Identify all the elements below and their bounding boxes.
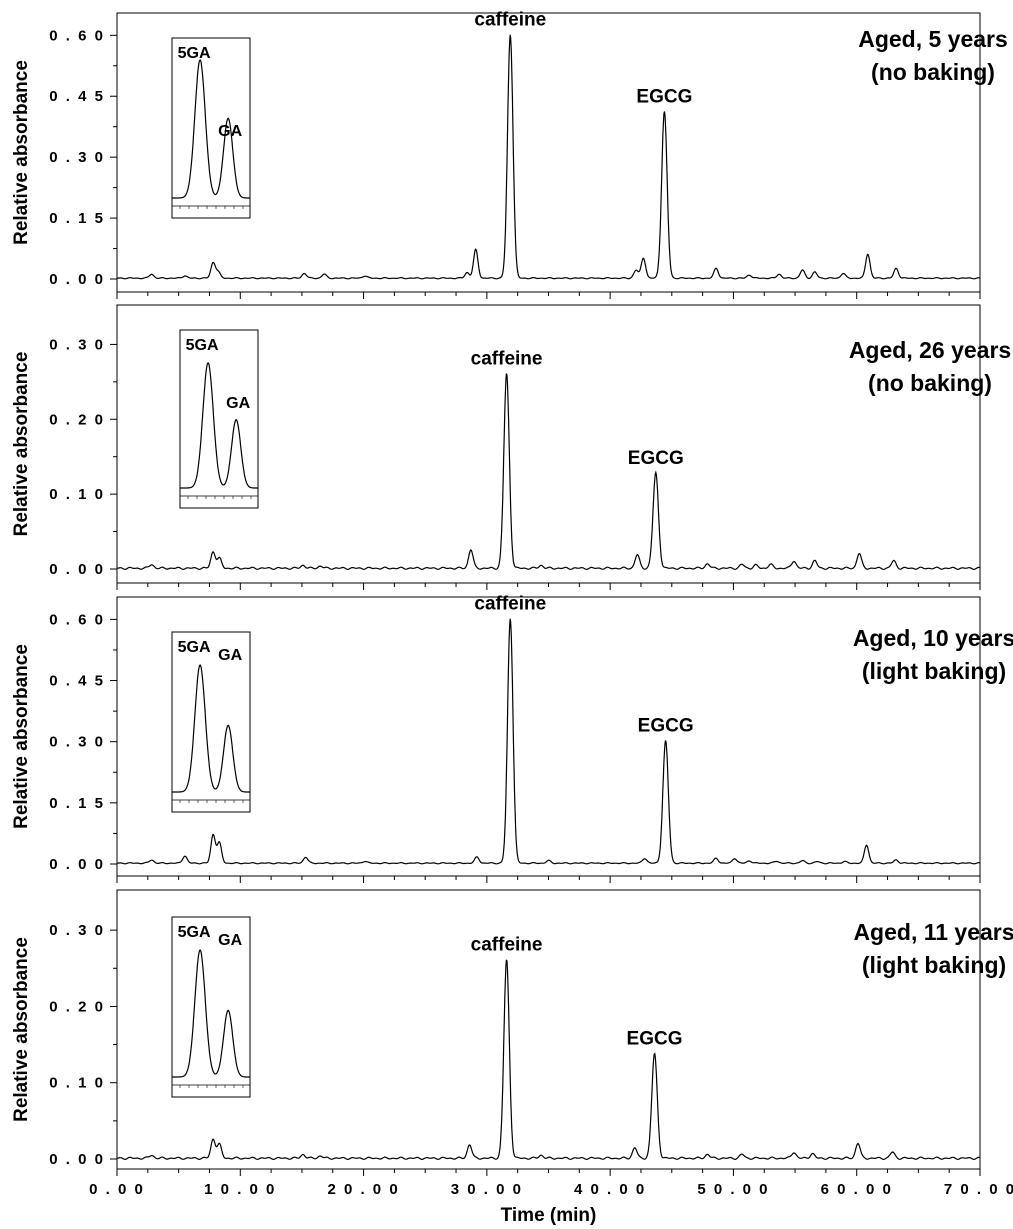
y-tick-label: 0 . 6 0 bbox=[49, 611, 105, 628]
panel-subtitle: (no baking) bbox=[871, 59, 995, 85]
x-axis-label: Time (min) bbox=[501, 1205, 597, 1226]
panel-title: Aged, 26 years bbox=[849, 337, 1011, 363]
y-axis-label: Relative absorbance bbox=[11, 352, 32, 537]
x-tick-label: 0 . 0 0 bbox=[89, 1181, 145, 1198]
y-tick-label: 0 . 1 0 bbox=[49, 1075, 105, 1092]
y-tick-label: 0 . 0 0 bbox=[49, 856, 105, 873]
peak-label-egcg: EGCG bbox=[628, 448, 684, 469]
peak-label-egcg: EGCG bbox=[627, 1028, 683, 1049]
y-tick-label: 0 . 1 5 bbox=[49, 795, 105, 812]
y-axis-label: Relative absorbance bbox=[11, 60, 32, 245]
y-axis-label: Relative absorbance bbox=[11, 937, 32, 1122]
inset-chart: 5GA GA bbox=[171, 631, 251, 813]
panel-subtitle: (light baking) bbox=[862, 952, 1006, 978]
y-tick-label: 0 . 1 5 bbox=[49, 210, 105, 227]
inset-chart: 5GA GA bbox=[179, 329, 259, 509]
y-tick-label: 0 . 0 0 bbox=[49, 271, 105, 288]
y-tick-label: 0 . 4 5 bbox=[49, 88, 105, 105]
y-tick-label: 0 . 0 0 bbox=[49, 1151, 105, 1168]
inset-label-5ga: 5GA bbox=[178, 924, 211, 941]
chart-panel-1: 0 . 0 0 0 . 1 5 0 . 3 0 0 . 4 5 0 . 6 0 Relat… bbox=[11, 9, 1008, 299]
inset-label-ga: GA bbox=[226, 395, 250, 412]
chromatogram-trace bbox=[116, 373, 981, 571]
chart-panel-3: 0 . 0 0 0 . 1 5 0 . 3 0 0 . 4 5 0 . 6 0 Relat… bbox=[11, 593, 1013, 883]
inset-label-ga: GA bbox=[218, 647, 242, 664]
chart-panel-2: 0 . 0 0 0 . 1 0 0 . 2 0 0 . 3 0 Relative abs… bbox=[11, 304, 1011, 590]
x-tick-label: 3 0 . 0 0 bbox=[451, 1181, 523, 1198]
chromatogram-trace bbox=[117, 959, 981, 1161]
peak-label-caffeine: caffeine bbox=[471, 348, 543, 369]
y-axis-label: Relative absorbance bbox=[11, 644, 32, 829]
panel-subtitle: (light baking) bbox=[862, 658, 1006, 684]
inset-label-5ga: 5GA bbox=[178, 639, 211, 656]
y-tick-label: 0 . 3 0 bbox=[49, 734, 105, 751]
panel-title: Aged, 11 years bbox=[853, 919, 1013, 945]
panel-title: Aged, 10 years bbox=[853, 625, 1013, 651]
peak-label-caffeine: caffeine bbox=[471, 935, 543, 956]
plot-frame bbox=[116, 596, 981, 877]
inset-label-ga: GA bbox=[218, 932, 242, 949]
chromatogram-trace bbox=[117, 618, 981, 865]
x-tick-label: 1 0 . 0 0 bbox=[204, 1181, 276, 1198]
y-tick-label: 0 . 3 0 bbox=[49, 149, 105, 166]
inset-frame bbox=[171, 37, 251, 219]
y-tick-label: 0 . 2 0 bbox=[49, 998, 105, 1015]
y-tick-label: 0 . 4 5 bbox=[49, 673, 105, 690]
inset-trace bbox=[172, 949, 250, 1078]
inset-label-5ga: 5GA bbox=[186, 337, 219, 354]
y-tick-label: 0 . 1 0 bbox=[49, 486, 105, 503]
y-tick-label: 0 . 3 0 bbox=[49, 922, 105, 939]
x-tick-label: 4 0 . 0 0 bbox=[574, 1181, 646, 1198]
inset-chart: 5GA GA bbox=[171, 37, 251, 219]
inset-trace bbox=[172, 59, 250, 199]
y-tick-label: 0 . 3 0 bbox=[49, 336, 105, 353]
inset-trace bbox=[172, 664, 250, 793]
plot-frame bbox=[116, 12, 981, 293]
inset-label-5ga: 5GA bbox=[178, 45, 211, 62]
peak-label-caffeine: caffeine bbox=[474, 9, 546, 30]
y-tick-label: 0 . 2 0 bbox=[49, 411, 105, 428]
y-tick-label: 0 . 0 0 bbox=[49, 561, 105, 578]
chromatogram-trace bbox=[117, 34, 981, 280]
x-tick-label: 2 0 . 0 0 bbox=[327, 1181, 399, 1198]
inset-label-ga: GA bbox=[218, 123, 242, 140]
panel-title: Aged, 5 years bbox=[858, 26, 1008, 52]
panel-subtitle: (no baking) bbox=[868, 370, 992, 396]
inset-frame bbox=[171, 631, 251, 813]
peak-label-caffeine: caffeine bbox=[474, 593, 546, 614]
x-tick-label: 7 0 . 0 0 bbox=[944, 1181, 1013, 1198]
inset-chart: 5GA GA bbox=[171, 916, 251, 1098]
inset-trace bbox=[180, 362, 258, 489]
plot-frame bbox=[116, 889, 981, 1170]
peak-label-egcg: EGCG bbox=[636, 86, 692, 107]
inset-frame bbox=[179, 329, 259, 509]
chart-panel-4: 0 . 0 0 0 . 1 0 0 . 2 0 0 . 3 0 Relative abs… bbox=[11, 889, 1013, 1226]
peak-label-egcg: EGCG bbox=[638, 716, 694, 737]
inset-frame bbox=[171, 916, 251, 1098]
y-tick-label: 0 . 6 0 bbox=[49, 27, 105, 44]
x-tick-label: 6 0 . 0 0 bbox=[821, 1181, 893, 1198]
x-tick-label: 5 0 . 0 0 bbox=[697, 1181, 769, 1198]
